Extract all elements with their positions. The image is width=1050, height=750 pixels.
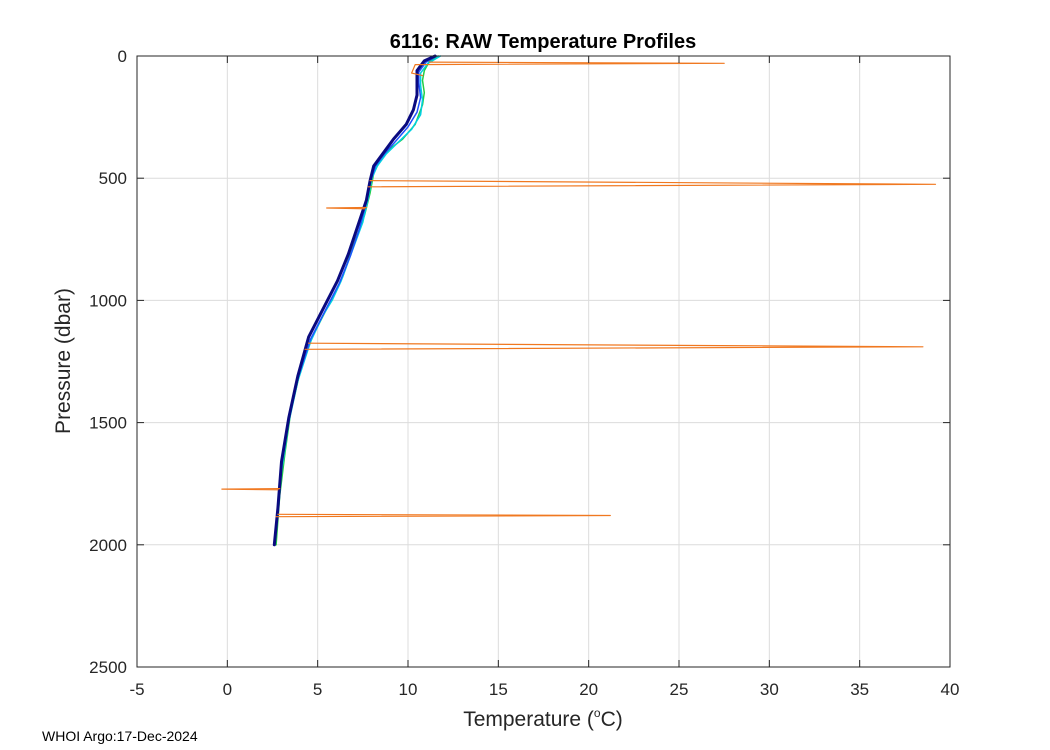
series-orange-spike-1: [411, 61, 725, 77]
y-tick-label: 1000: [89, 291, 127, 310]
x-tick-label: 40: [941, 680, 960, 699]
x-tick-labels: -5 0 5 10 15 20 25 30 35 40: [129, 680, 959, 699]
series-orange-spike-3: [326, 206, 367, 210]
plot-frame: [136, 55, 951, 668]
series-orange-spike-5: [221, 488, 281, 491]
y-tick-labels: 0 500 1000 1500 2000 2500: [89, 47, 127, 677]
ticks: [136, 55, 951, 668]
series-orange-spike-6: [275, 513, 611, 518]
series-orange-spike-2: [367, 180, 937, 188]
series-group: [221, 54, 937, 547]
x-axis-title: Temperature (oC): [463, 706, 623, 731]
x-axis-title-text: Temperature (: [463, 708, 594, 731]
x-tick-label: 20: [579, 680, 598, 699]
y-tick-label: 2500: [89, 658, 127, 677]
y-tick-label: 0: [118, 47, 127, 66]
y-tick-label: 2000: [89, 536, 127, 555]
y-tick-label: 500: [99, 169, 127, 188]
x-tick-label: 15: [489, 680, 508, 699]
x-tick-label: 10: [399, 680, 418, 699]
degree-symbol: o: [594, 706, 601, 720]
x-tick-label: 0: [223, 680, 232, 699]
grid: [137, 56, 950, 667]
plot-background: [137, 56, 950, 667]
x-axis-title-unit: C): [601, 708, 623, 731]
x-tick-label: 30: [760, 680, 779, 699]
y-tick-label: 1500: [89, 414, 127, 433]
series-navy-profile: [272, 54, 437, 547]
series-orange-spike-4: [304, 342, 924, 350]
x-tick-label: 5: [313, 680, 322, 699]
y-axis-title: Pressure (dbar): [52, 288, 75, 434]
x-tick-label: 35: [850, 680, 869, 699]
x-tick-label: -5: [129, 680, 144, 699]
footer-stamp: WHOI Argo:17-Dec-2024: [42, 728, 198, 744]
x-tick-label: 25: [670, 680, 689, 699]
chart-title: 6116: RAW Temperature Profiles: [390, 31, 696, 53]
